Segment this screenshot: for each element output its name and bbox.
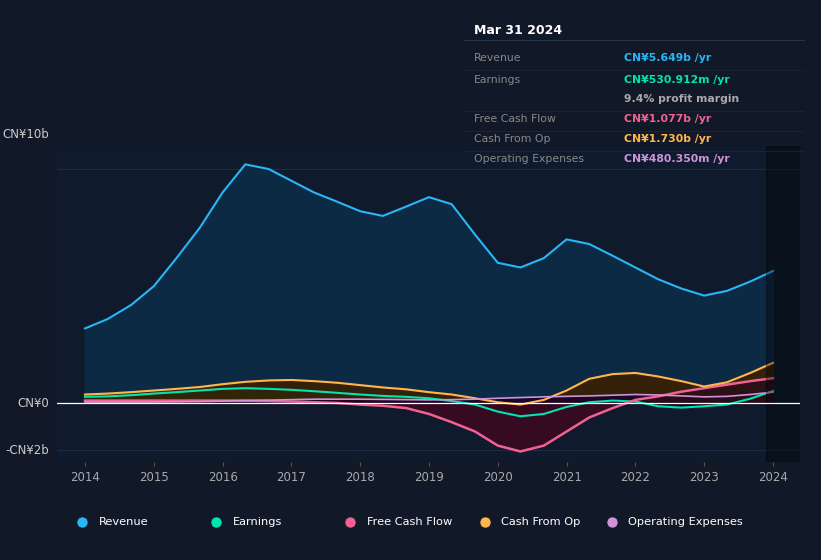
Text: CN¥10b: CN¥10b	[2, 128, 49, 142]
Text: Free Cash Flow: Free Cash Flow	[367, 517, 452, 527]
Text: Operating Expenses: Operating Expenses	[628, 517, 743, 527]
Text: Earnings: Earnings	[474, 76, 521, 86]
Text: Free Cash Flow: Free Cash Flow	[474, 114, 556, 124]
Text: CN¥1.077b /yr: CN¥1.077b /yr	[624, 114, 711, 124]
Text: Earnings: Earnings	[232, 517, 282, 527]
Text: CN¥1.730b /yr: CN¥1.730b /yr	[624, 134, 711, 144]
Text: CN¥530.912m /yr: CN¥530.912m /yr	[624, 76, 730, 86]
Text: CN¥480.350m /yr: CN¥480.350m /yr	[624, 154, 730, 164]
Text: Mar 31 2024: Mar 31 2024	[474, 24, 562, 37]
Text: Cash From Op: Cash From Op	[474, 134, 551, 144]
Text: Operating Expenses: Operating Expenses	[474, 154, 584, 164]
Text: -CN¥2b: -CN¥2b	[6, 444, 49, 457]
Text: Revenue: Revenue	[99, 517, 148, 527]
Text: CN¥5.649b /yr: CN¥5.649b /yr	[624, 53, 711, 63]
Text: CN¥0: CN¥0	[17, 397, 49, 410]
Text: Cash From Op: Cash From Op	[501, 517, 580, 527]
Bar	[766, 146, 800, 462]
Text: Revenue: Revenue	[474, 53, 521, 63]
Text: 9.4% profit margin: 9.4% profit margin	[624, 94, 739, 104]
